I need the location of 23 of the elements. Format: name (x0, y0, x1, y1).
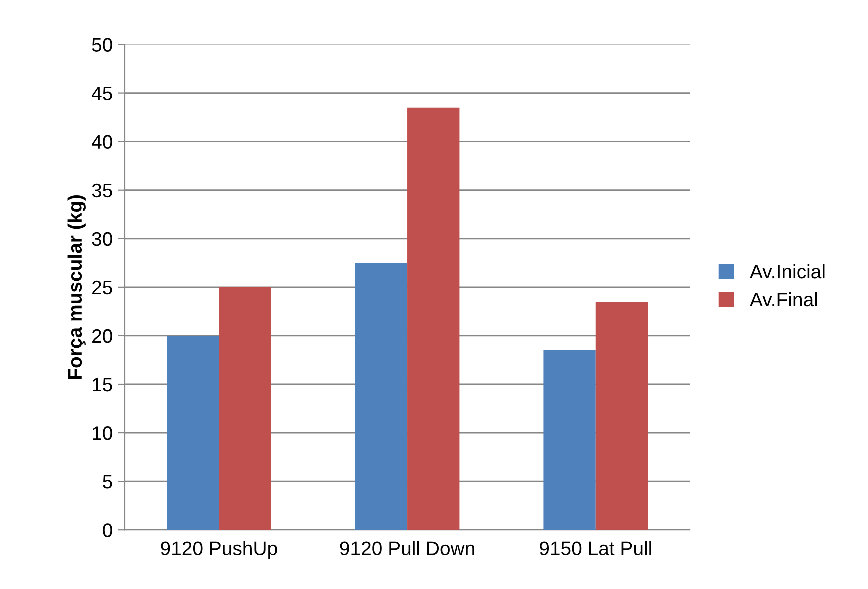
x-tick-label: 9150 Lat Pull (540, 541, 652, 556)
bar (408, 108, 460, 530)
legend-label: Av.Final (750, 292, 818, 307)
y-tick-label: 25 (92, 280, 112, 295)
bar (596, 302, 648, 530)
y-tick-label: 15 (93, 378, 112, 392)
y-tick-label: 50 (92, 38, 112, 52)
y-tick-label: 35 (92, 184, 112, 198)
y-tick-label: 45 (92, 86, 112, 101)
bar (219, 287, 272, 530)
y-tick-label: 5 (103, 475, 112, 489)
y-tick-label: 40 (92, 135, 112, 150)
y-tick-label: 10 (93, 426, 112, 440)
legend-label: Av.Inicial (750, 264, 825, 279)
y-axis-title: Força muscular (kg) (68, 195, 86, 380)
x-tick-label: 9120 Pull Down (340, 541, 474, 556)
y-tick-label: 30 (92, 232, 112, 246)
y-tick-label: 20 (92, 329, 112, 344)
bar (544, 350, 596, 530)
y-tick-label: 0 (103, 524, 112, 538)
bar (355, 263, 408, 530)
bar (166, 336, 220, 530)
x-tick-label: 9120 PushUp (161, 541, 278, 560)
